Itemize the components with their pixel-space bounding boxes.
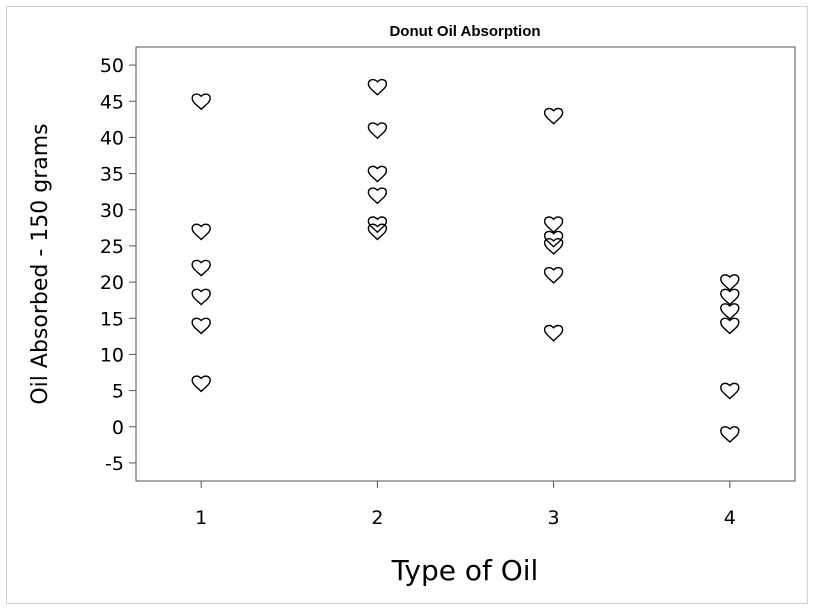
x-tick-label: 3 [548, 507, 560, 529]
y-tick-label: -5 [105, 453, 124, 475]
x-axis: 1 2 3 4 [195, 481, 736, 529]
data-point-heart-marker [543, 266, 564, 284]
y-axis-label: Oil Absorbed - 150 grams [28, 123, 53, 404]
data-point-heart-marker [367, 165, 388, 183]
data-point-heart-marker [720, 426, 740, 443]
data-point-heart-marker [367, 187, 388, 205]
data-point-heart-marker [191, 259, 211, 277]
data-point-heart-marker [543, 324, 564, 342]
data-point-heart-marker [367, 122, 388, 140]
data-point-heart-marker [720, 382, 740, 400]
x-axis-label: Type of Oil [391, 554, 539, 587]
y-tick-label: 15 [100, 308, 124, 330]
data-point-heart-marker [720, 303, 740, 321]
data-point-heart-marker [191, 93, 211, 111]
data-point-heart-marker [191, 288, 211, 306]
chart-frame [6, 6, 808, 604]
data-point-heart-marker [191, 317, 211, 335]
plot-area [135, 46, 796, 482]
data-point-heart-marker [720, 274, 740, 292]
x-tick-label: 1 [195, 507, 207, 529]
y-tick-label: 0 [112, 417, 124, 439]
data-point-heart-marker [191, 223, 211, 241]
data-point-heart-marker [543, 230, 564, 248]
data-point-heart-marker [543, 216, 564, 234]
data-point-heart-marker [543, 238, 564, 255]
data-points [191, 78, 740, 443]
y-tick-label: 45 [100, 91, 124, 113]
y-tick-label: 35 [100, 164, 124, 186]
y-tick-label: 30 [100, 200, 124, 222]
data-point-heart-marker [543, 107, 564, 125]
data-point-heart-marker [720, 317, 740, 335]
y-tick-label: 10 [100, 344, 124, 366]
y-axis: -5 0 5 10 15 20 25 30 35 40 45 50 [100, 55, 136, 475]
chart-title: Donut Oil Absorption [389, 23, 540, 40]
y-tick-label: 40 [100, 127, 124, 149]
data-point-heart-marker [720, 288, 740, 306]
data-point-heart-marker [367, 216, 388, 234]
data-point-heart-marker [367, 223, 388, 241]
y-tick-label: 5 [112, 381, 124, 403]
x-tick-label: 2 [371, 507, 383, 529]
data-point-heart-marker [191, 375, 211, 393]
y-tick-label: 20 [100, 272, 124, 294]
x-tick-label: 4 [724, 507, 736, 529]
data-point-heart-marker [367, 78, 388, 96]
y-tick-label: 25 [100, 236, 124, 258]
y-tick-label: 50 [100, 55, 124, 77]
